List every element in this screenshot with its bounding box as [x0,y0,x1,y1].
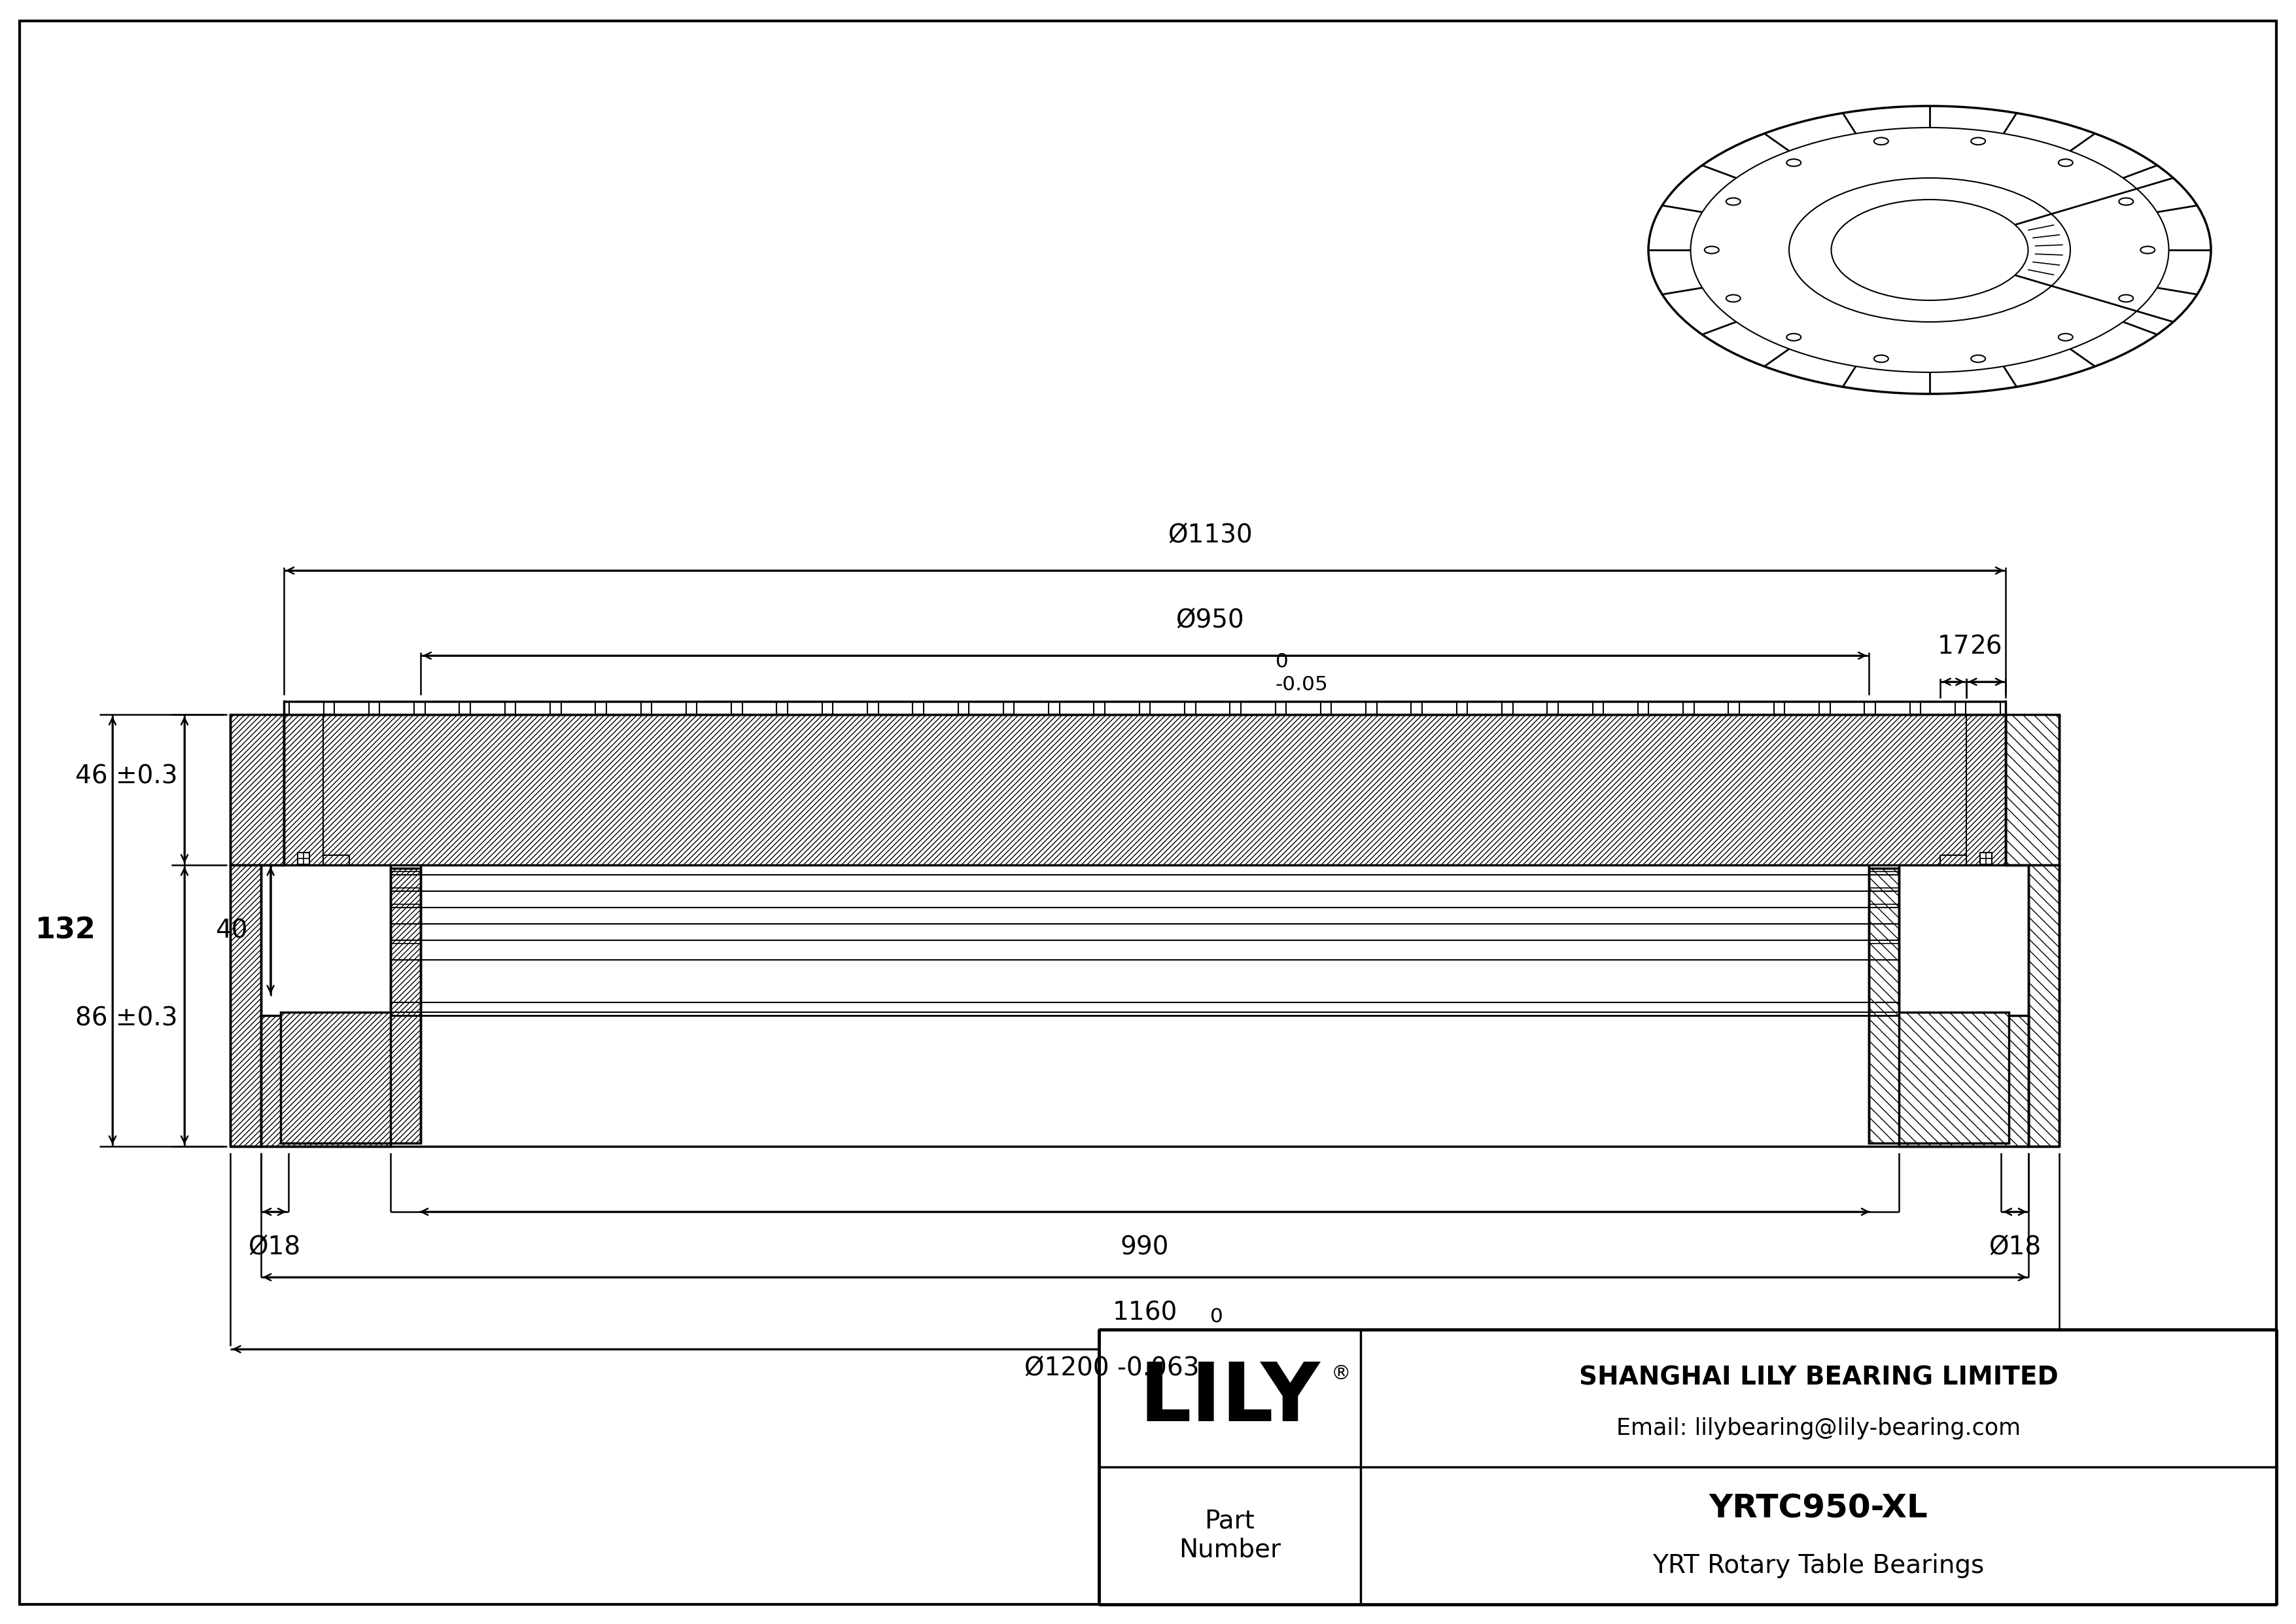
Bar [698,702,732,715]
Bar [1421,702,1456,715]
Text: 26: 26 [1970,633,2002,659]
Ellipse shape [1786,159,1800,166]
Bar [1876,702,1910,715]
Ellipse shape [1786,333,1800,341]
Ellipse shape [2060,159,2073,166]
Text: Ø950: Ø950 [1176,607,1244,633]
Ellipse shape [2119,294,2133,302]
Text: Ø1200 -0.063: Ø1200 -0.063 [1024,1356,1199,1380]
Text: 40: 40 [216,918,248,944]
Bar [1196,702,1231,715]
Bar [1104,702,1139,715]
Ellipse shape [2119,198,2133,205]
Polygon shape [2007,715,2060,866]
Bar [517,702,551,715]
Text: SHANGHAI LILY BEARING LIMITED: SHANGHAI LILY BEARING LIMITED [1580,1366,2057,1390]
Text: 990: 990 [1120,1234,1169,1260]
Text: Ø18: Ø18 [248,1234,301,1260]
Polygon shape [2030,866,2060,1147]
Ellipse shape [1874,356,1887,362]
Bar [1649,702,1683,715]
Bar [1058,702,1093,715]
Text: YRT Rotary Table Bearings: YRT Rotary Table Bearings [1653,1554,1984,1579]
Bar [652,702,687,715]
Bar [1015,702,1049,715]
Text: Ø1130: Ø1130 [1169,523,1254,547]
Bar [285,866,2007,1147]
Bar [1150,702,1185,715]
Bar [335,702,370,715]
Text: LILY: LILY [1139,1359,1320,1437]
Bar [1981,853,1993,864]
Bar [1332,702,1366,715]
Bar [1694,702,1729,715]
Ellipse shape [2060,333,2073,341]
Bar [1559,702,1593,715]
Ellipse shape [1727,294,1740,302]
Polygon shape [262,1015,390,1147]
Bar [833,702,868,715]
Text: 1160: 1160 [1111,1301,1178,1325]
Bar [1467,702,1502,715]
Text: -0.05: -0.05 [1277,676,1329,693]
Bar [1513,702,1548,715]
Bar [560,702,595,715]
Bar [788,702,822,715]
Bar [969,702,1003,715]
Bar [606,702,641,715]
Text: 86 ±0.3: 86 ±0.3 [76,1007,177,1031]
Text: Part
Number: Part Number [1178,1509,1281,1562]
Text: 0: 0 [1210,1307,1224,1327]
Polygon shape [1869,869,2009,1143]
Text: 46 ±0.3: 46 ±0.3 [76,765,177,789]
Ellipse shape [1874,138,1887,145]
Bar [1100,1330,2275,1605]
Ellipse shape [1970,356,1986,362]
Text: ®: ® [1332,1364,1350,1384]
Ellipse shape [1727,198,1740,205]
Polygon shape [285,715,2007,866]
Ellipse shape [1704,247,1720,253]
Bar [1922,702,1956,715]
Text: 132: 132 [34,916,96,945]
Polygon shape [1899,1015,2030,1147]
Bar [1240,702,1274,715]
Text: Email: lilybearing@lily-bearing.com: Email: lilybearing@lily-bearing.com [1616,1418,2020,1439]
Text: 17: 17 [1938,633,1970,659]
Bar [1830,702,1864,715]
Bar [879,702,914,715]
Bar [298,853,310,864]
Bar [379,702,413,715]
Bar [227,711,2062,1150]
Bar [923,702,957,715]
Bar [471,702,505,715]
Text: 0: 0 [1277,653,1288,671]
Bar [1740,702,1775,715]
Bar [1965,702,2000,715]
Bar [1378,702,1412,715]
Bar [742,702,776,715]
Ellipse shape [2140,247,2156,253]
Bar [1286,702,1320,715]
Polygon shape [280,869,420,1143]
Bar [425,702,459,715]
Ellipse shape [1970,138,1986,145]
Text: YRTC950-XL: YRTC950-XL [1708,1492,1929,1523]
Bar [1603,702,1637,715]
Polygon shape [230,715,285,866]
Bar [1784,702,1818,715]
Polygon shape [230,866,262,1147]
Bar [289,702,324,715]
Text: Ø18: Ø18 [1988,1234,2041,1260]
